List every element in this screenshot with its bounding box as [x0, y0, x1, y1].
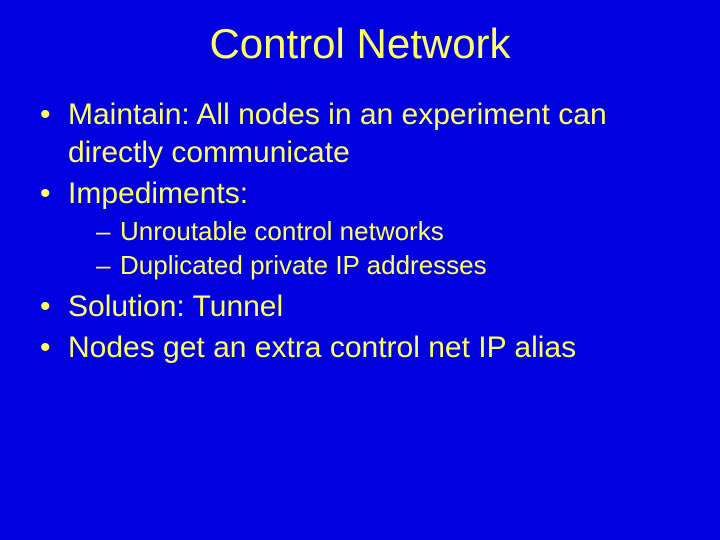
bullet-item: Nodes get an extra control net IP alias	[40, 329, 680, 367]
bullet-item: Solution: Tunnel	[40, 288, 680, 326]
bullet-text: Impediments:	[68, 177, 248, 210]
sub-bullet-text: Unroutable control networks	[120, 216, 444, 246]
bullet-text: Maintain: All nodes in an experiment can…	[68, 98, 607, 169]
bullet-list-level1: Maintain: All nodes in an experiment can…	[40, 96, 680, 367]
slide-body: Maintain: All nodes in an experiment can…	[40, 96, 680, 367]
bullet-item: Impediments: Unroutable control networks…	[40, 175, 680, 282]
sub-bullet-text: Duplicated private IP addresses	[120, 250, 487, 280]
bullet-text: Solution: Tunnel	[68, 290, 283, 323]
bullet-list-level2: Unroutable control networks Duplicated p…	[68, 215, 680, 282]
slide-title: Control Network	[40, 20, 680, 68]
sub-bullet-item: Duplicated private IP addresses	[68, 249, 680, 282]
slide: Control Network Maintain: All nodes in a…	[0, 0, 720, 540]
sub-bullet-item: Unroutable control networks	[68, 215, 680, 248]
bullet-text: Nodes get an extra control net IP alias	[68, 331, 576, 364]
bullet-item: Maintain: All nodes in an experiment can…	[40, 96, 680, 171]
